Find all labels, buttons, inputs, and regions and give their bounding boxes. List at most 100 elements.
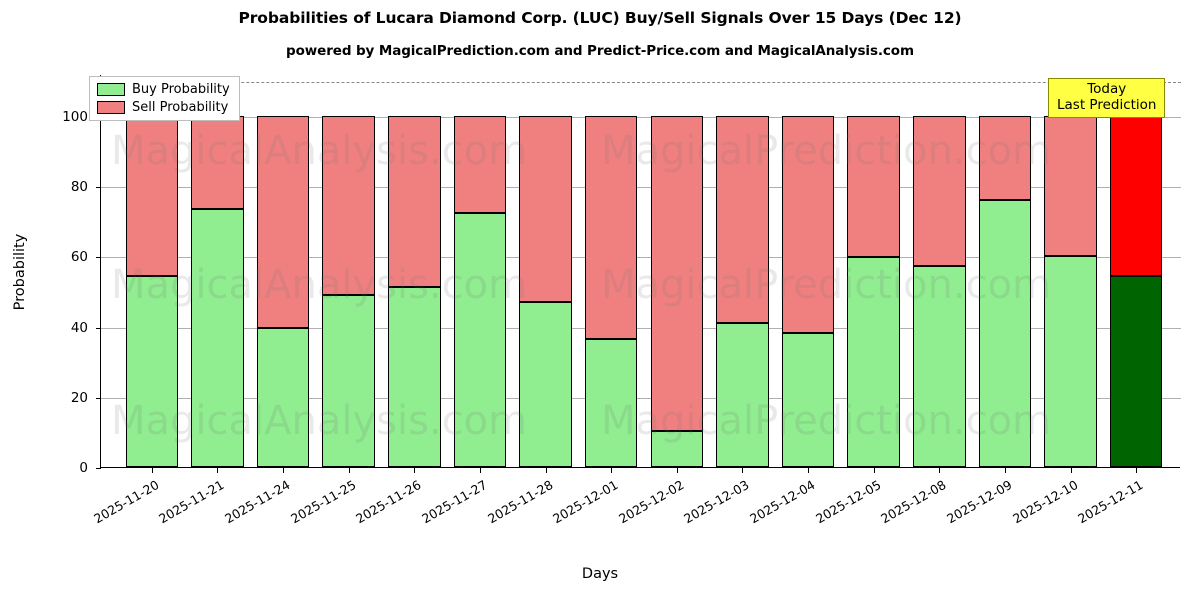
bar-group[interactable] [978,74,1032,467]
y-tick-label: 20 [70,389,88,406]
bar-segment-buy[interactable] [322,295,375,467]
bar-segment-sell[interactable] [519,116,572,303]
legend-label: Buy Probability [132,82,230,97]
y-tick-label: 100 [62,109,88,126]
x-tick-mark [151,468,153,473]
bar-group[interactable] [1044,74,1097,467]
legend-item[interactable]: Buy Probability [97,82,230,97]
x-tick-label: 2025-12-05 [812,477,884,527]
bar-segment-sell[interactable] [650,116,704,431]
bar-segment-sell[interactable] [388,116,441,288]
gridline [101,117,1181,119]
x-tick-mark [1004,468,1006,473]
x-tick-mark [348,468,350,473]
bar-segment-buy[interactable] [781,333,835,467]
x-tick-label: 2025-11-25 [287,477,359,527]
bar-segment-sell[interactable] [453,116,507,213]
bar-segment-sell[interactable] [256,116,310,328]
bar-segment-sell[interactable] [1044,116,1097,256]
bar-segment-buy[interactable] [388,287,441,467]
x-tick-label: 2025-12-10 [1009,477,1081,527]
bar-segment-sell[interactable] [913,116,966,267]
y-tick-mark [96,327,101,329]
bar-segment-buy[interactable] [1109,275,1163,467]
bar-group[interactable] [322,74,375,467]
legend-label: Sell Probability [132,100,229,115]
gridline [101,397,1181,399]
x-axis-label: Days [581,566,619,582]
y-axis-label-wrap: Probability [12,75,48,468]
bar-group[interactable] [125,74,179,467]
x-tick-mark [676,468,678,473]
bar-segment-sell[interactable] [191,116,244,210]
x-tick-mark [1136,468,1138,473]
y-tick-label: 0 [79,460,88,476]
gridline [101,257,1181,259]
today-label-line1: Today [1087,81,1127,97]
bar-segment-buy[interactable] [125,275,179,467]
bar-segment-sell[interactable] [322,116,375,296]
bar-group[interactable] [650,74,704,467]
y-tick-label: 80 [70,179,88,196]
bar-segment-buy[interactable] [256,327,310,467]
bar-segment-sell[interactable] [978,116,1032,200]
y-tick-mark [96,468,101,469]
chart-subtitle: powered by MagicalPrediction.com and Pre… [286,43,914,59]
bar-segment-buy[interactable] [716,323,769,467]
x-tick-mark [808,468,810,473]
y-axis-label: Probability [12,233,28,310]
bar-segment-sell[interactable] [716,116,769,324]
x-tick-label: 2025-12-03 [681,477,752,527]
bar-group[interactable] [388,74,441,467]
legend-swatch-icon [97,101,125,114]
legend-item[interactable]: Sell Probability [97,100,230,115]
bar-segment-sell[interactable] [847,116,900,258]
bar-segment-buy[interactable] [453,212,507,467]
x-tick-mark [742,468,744,473]
bar-group[interactable] [191,74,244,467]
x-tick-mark [283,468,285,473]
bar-group[interactable] [519,74,572,467]
x-tick-mark [1070,468,1072,473]
legend: Buy Probability Sell Probability [89,76,240,121]
bar-group[interactable] [1109,74,1163,467]
x-tick-label: 2025-12-09 [944,477,1015,527]
bar-segment-buy[interactable] [191,209,244,467]
plot-area: MagicalAnalysis.comMagicalPrediction.com… [62,74,1181,526]
x-tick-label: 2025-11-27 [419,477,490,527]
bar-group[interactable] [781,74,835,467]
x-tick-label: 2025-11-26 [353,477,424,527]
x-tick-mark [939,468,941,473]
bar-segment-sell[interactable] [584,116,638,339]
bar-segment-buy[interactable] [650,430,704,467]
gridline [101,187,1181,189]
bar-segment-sell[interactable] [1109,116,1163,276]
bar-segment-buy[interactable] [847,257,900,467]
bar-segment-buy[interactable] [584,338,638,467]
today-annotation: Today Last Prediction [1048,78,1166,119]
bar-group[interactable] [847,74,900,467]
x-tick-mark [873,468,875,473]
y-tick-label: 60 [70,249,88,266]
x-tick-label: 2025-12-11 [1075,477,1146,527]
bar-segment-sell[interactable] [125,116,179,276]
bar-segment-sell[interactable] [781,116,835,334]
bar-group[interactable] [913,74,966,467]
x-tick-label: 2025-11-21 [156,477,227,527]
bar-group[interactable] [584,74,638,467]
threshold-line [101,82,1181,84]
x-tick-label: 2025-12-02 [615,477,687,527]
y-tick-label: 40 [70,319,88,336]
today-label-line2: Last Prediction [1057,96,1157,113]
bar-segment-buy[interactable] [1044,255,1097,467]
bar-group[interactable] [256,74,310,467]
x-tick-mark [479,468,481,473]
bar-segment-buy[interactable] [978,199,1032,467]
bar-segment-buy[interactable] [519,302,572,467]
x-tick-mark [414,468,416,473]
bar-group[interactable] [453,74,507,467]
bar-segment-buy[interactable] [913,266,966,467]
x-tick-mark [545,468,547,473]
bar-group[interactable] [716,74,769,467]
